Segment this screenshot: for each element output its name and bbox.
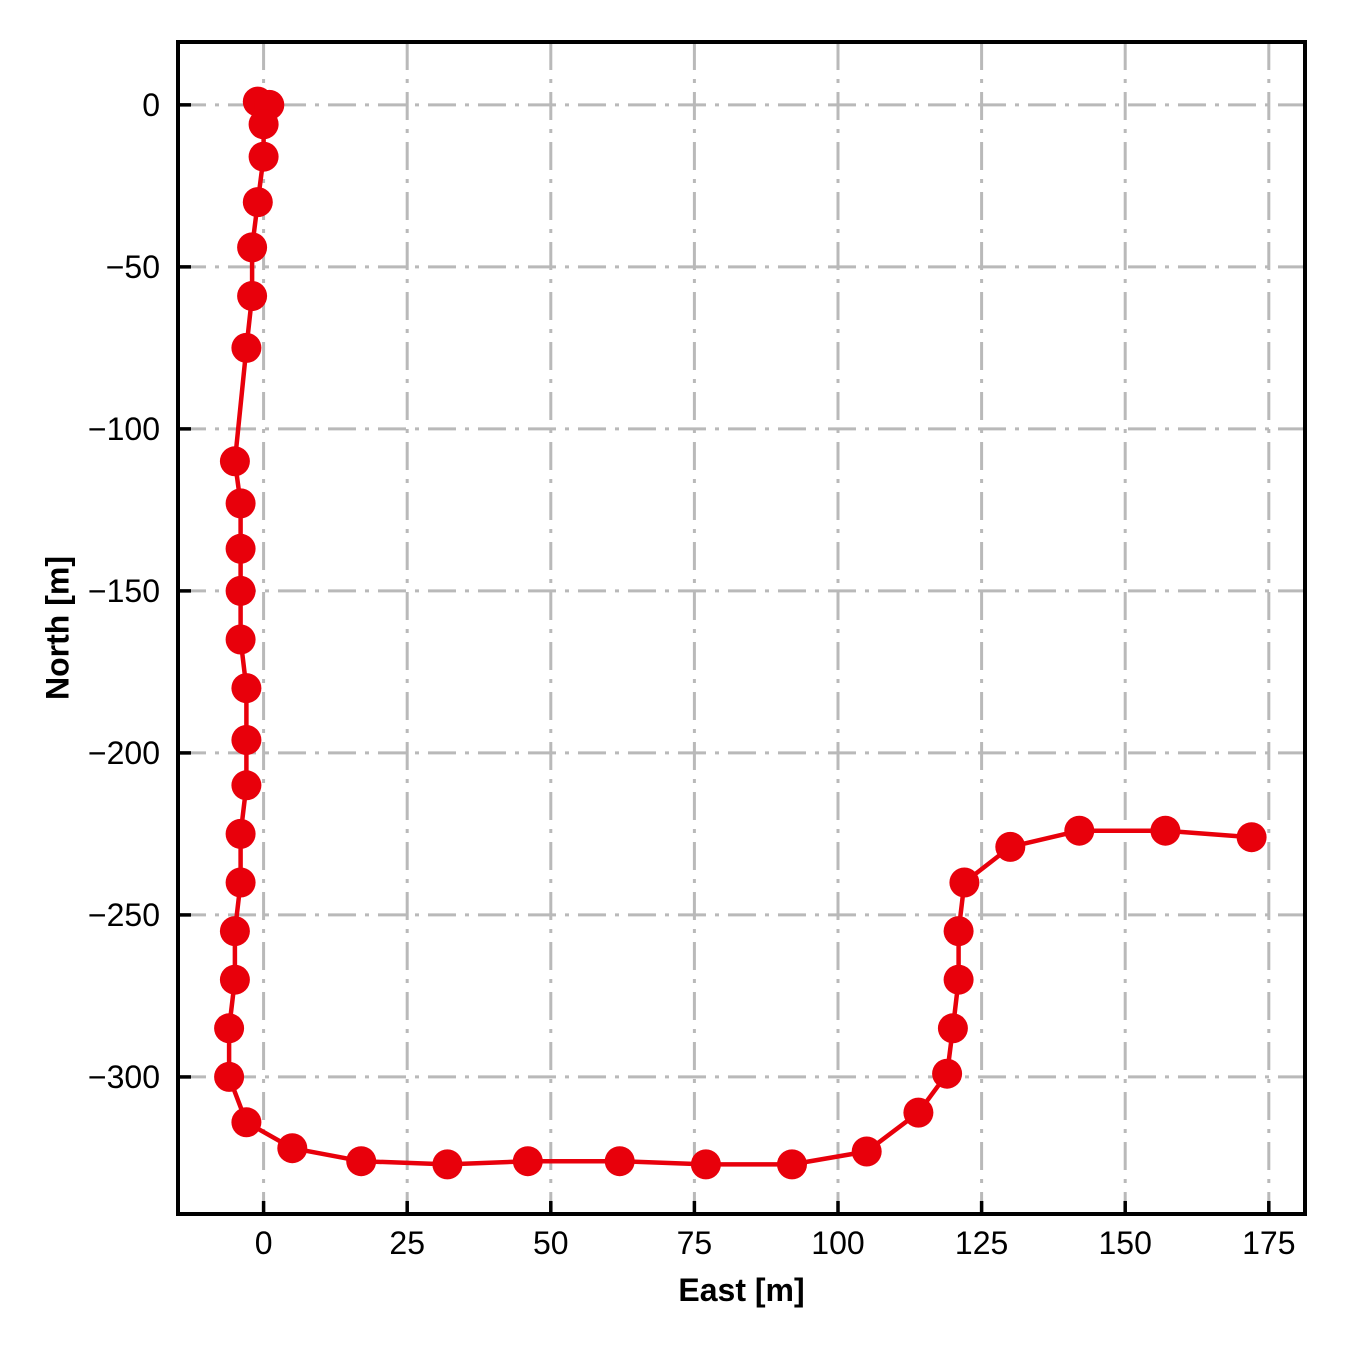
trajectory-marker [231, 725, 262, 755]
trajectory-marker [225, 867, 256, 898]
trajectory-marker [242, 187, 273, 218]
x-tick-label: 100 [811, 1225, 864, 1261]
x-tick-label: 25 [389, 1225, 425, 1261]
trajectory-marker [903, 1097, 934, 1128]
trajectory-marker [225, 575, 256, 606]
y-tick-label: 0 [142, 87, 160, 123]
trajectory-marker [225, 624, 256, 655]
trajectory-marker [932, 1058, 963, 1089]
trajectory-marker [219, 446, 250, 477]
y-tick-label: −250 [88, 897, 160, 933]
x-tick-label: 150 [1099, 1225, 1152, 1261]
y-tick-label: −50 [106, 249, 160, 285]
trajectory-marker [231, 1107, 262, 1138]
trajectory-marker [1064, 815, 1095, 846]
trajectory-marker [277, 1133, 308, 1164]
trajectory-marker [777, 1149, 807, 1180]
trajectory-marker [432, 1149, 463, 1180]
x-axis-label: East [m] [678, 1272, 805, 1308]
x-tick-label: 0 [255, 1225, 273, 1261]
trajectory-marker [237, 281, 268, 311]
x-tick-label: 50 [533, 1225, 569, 1261]
trajectory-marker [995, 831, 1026, 862]
trajectory-marker [1150, 815, 1181, 846]
trajectory-marker [943, 916, 974, 947]
x-tick-label: 125 [955, 1225, 1008, 1261]
trajectory-marker [949, 867, 980, 898]
trajectory-marker [512, 1146, 543, 1177]
trajectory-marker [1236, 822, 1267, 853]
trajectory-marker [248, 109, 279, 140]
trajectory-marker [231, 673, 262, 704]
trajectory-marker [851, 1136, 882, 1167]
y-tick-label: −300 [88, 1059, 160, 1095]
trajectory-marker [346, 1146, 377, 1177]
trajectory-marker [219, 916, 250, 947]
trajectory-marker [225, 818, 256, 849]
plot-frame [176, 40, 1307, 1216]
trajectory-marker [237, 232, 268, 263]
trajectory-marker [690, 1149, 721, 1180]
trajectory-marker [248, 141, 279, 172]
y-tick-label: −100 [88, 411, 160, 447]
trajectory-marker [943, 964, 974, 995]
trajectory-marker [225, 488, 256, 519]
x-tick-label: 175 [1242, 1225, 1295, 1261]
trajectory-marker [231, 770, 262, 801]
trajectory-marker [214, 1013, 245, 1044]
y-tick-label: −150 [88, 573, 160, 609]
x-tick-label: 75 [677, 1225, 713, 1261]
trajectory-marker [214, 1061, 245, 1092]
trajectory-marker [225, 533, 256, 564]
trajectory-line [226, 99, 1254, 1167]
trajectory-marker [604, 1146, 635, 1177]
trajectory-marker [219, 964, 250, 995]
y-tick-label: −200 [88, 735, 160, 771]
trajectory-marker [937, 1013, 968, 1044]
trajectory-marker [231, 332, 262, 363]
y-axis-label: North [m] [39, 556, 76, 700]
